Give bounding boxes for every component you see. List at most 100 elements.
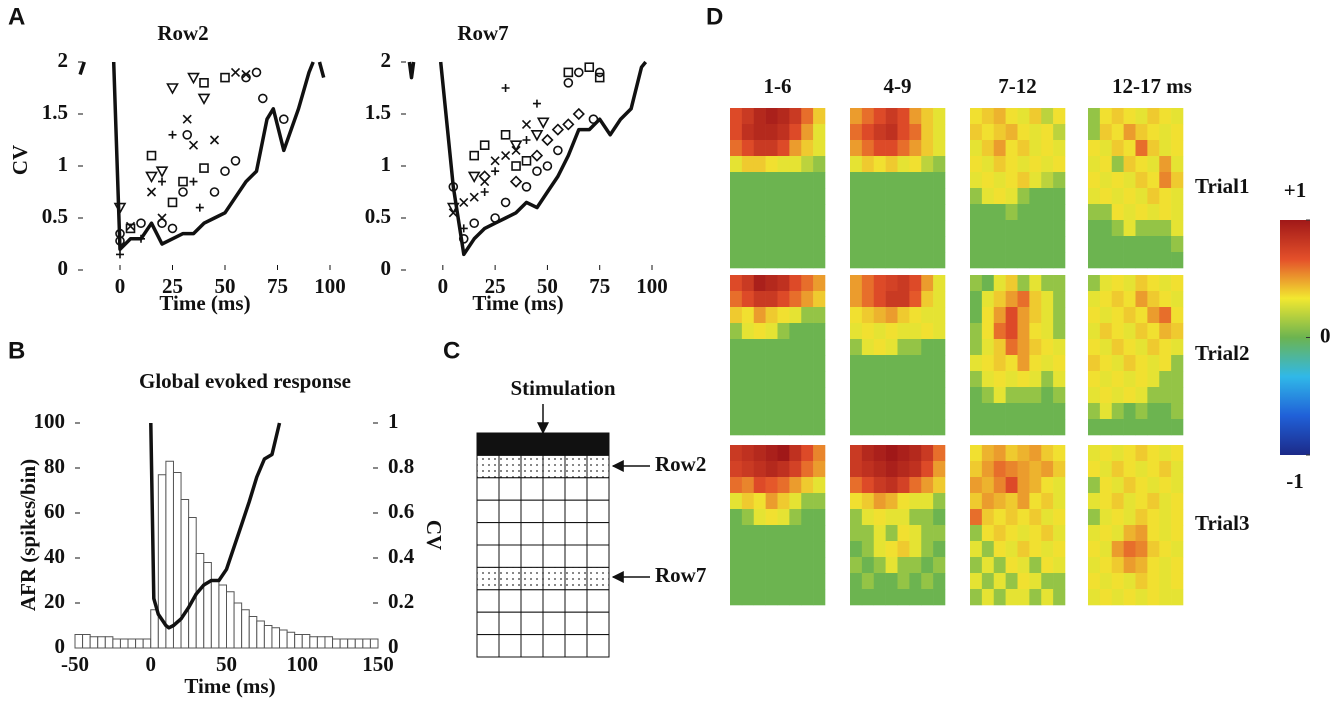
heatmap-cell	[1099, 323, 1113, 340]
heatmap-cell	[753, 236, 766, 253]
heatmap-cell	[1123, 124, 1136, 141]
heatmap-cell	[1099, 307, 1113, 324]
heatmap-cell	[1053, 445, 1066, 462]
row-label: Trial2	[1195, 341, 1249, 365]
heatmap-cell	[921, 140, 934, 157]
heatmap-cell	[1053, 236, 1066, 253]
heatmap-cell	[777, 573, 790, 590]
heatmap-cell	[1099, 541, 1113, 558]
heatmap-cell	[1005, 124, 1018, 141]
heatmap-cell	[933, 387, 946, 404]
heatmap-cell	[1041, 461, 1054, 478]
heatmap-cell	[801, 140, 814, 157]
heatmap-cell	[801, 307, 814, 324]
heatmap-cell	[873, 339, 886, 356]
heatmap-cell	[897, 573, 910, 590]
heatmap-cell	[1005, 461, 1018, 478]
heatmap-cell	[885, 252, 898, 269]
heatmap-cell	[1171, 236, 1184, 253]
heatmap-cell	[909, 573, 922, 590]
electrode	[476, 544, 500, 568]
heatmap-cell	[1088, 493, 1101, 510]
electrode	[542, 566, 566, 591]
bar	[135, 638, 144, 649]
electrode	[542, 611, 566, 636]
electrode	[498, 432, 522, 456]
bar	[286, 631, 296, 649]
marker	[532, 166, 542, 176]
bar	[180, 499, 190, 649]
heatmap-cell	[981, 307, 995, 324]
heatmap-cell	[1005, 172, 1018, 189]
heatmap-cell	[933, 525, 946, 542]
heatmap-cell	[885, 220, 898, 237]
heatmap-cell	[993, 445, 1006, 462]
chart-title: Row2	[157, 21, 208, 45]
heatmap-cell	[1159, 541, 1172, 558]
heatmap-cell	[993, 589, 1006, 606]
heatmap-cell	[741, 188, 755, 205]
colorbar-tick-label: -1	[1286, 469, 1304, 493]
heatmap-cell	[765, 477, 778, 494]
heatmap-cell	[933, 509, 946, 526]
heatmap-cell	[1159, 204, 1172, 221]
bar	[195, 553, 205, 649]
heatmap-cell	[741, 525, 755, 542]
heatmap-cell	[921, 236, 934, 253]
heatmap-cell	[1171, 220, 1184, 237]
electrode-diagram: Stimulation Row2 Row7	[476, 376, 706, 658]
heatmap-cell	[1041, 387, 1054, 404]
heatmap-cell	[909, 419, 922, 436]
heatmap-cell	[885, 541, 898, 558]
heatmap-cell	[1029, 445, 1042, 462]
heatmap-cell	[1135, 589, 1148, 606]
chart-title: Global evoked response	[139, 369, 351, 393]
electrode	[564, 544, 588, 568]
heatmap-cell	[1099, 509, 1113, 526]
heatmap-cell	[1041, 509, 1054, 526]
heatmap-cell	[970, 172, 983, 189]
heatmap-cell	[730, 387, 743, 404]
heatmap-cell	[741, 541, 755, 558]
heatmap-cell	[861, 419, 875, 436]
heatmap-cell	[861, 307, 875, 324]
heatmap-cell	[1135, 387, 1148, 404]
heatmap-cell	[850, 172, 863, 189]
heatmap-cell	[1053, 477, 1066, 494]
heatmap-cell	[1053, 140, 1066, 157]
heatmap-cell	[885, 445, 898, 462]
heatmap-cell	[921, 541, 934, 558]
heatmap-cell	[970, 557, 983, 574]
heatmap-cell	[753, 419, 766, 436]
heatmap-cell	[730, 124, 743, 141]
heatmap-cell	[1159, 140, 1172, 157]
heatmap-cell	[1135, 493, 1148, 510]
heatmap-cell	[861, 252, 875, 269]
panel-label: A	[8, 3, 25, 30]
heatmap-cell	[1111, 188, 1124, 205]
heatmap-cell	[765, 445, 778, 462]
heatmap-cell	[1017, 445, 1030, 462]
heatmap-cell	[801, 339, 814, 356]
heatmap-cell	[1099, 525, 1113, 542]
heatmap-cell	[993, 461, 1006, 478]
marker	[195, 203, 204, 212]
heatmap-cell	[801, 236, 814, 253]
heatmap-cell	[1099, 108, 1113, 125]
y2-tick-label: 0.4	[388, 544, 415, 568]
heatmap-cell	[1135, 323, 1148, 340]
heatmap-cell	[1029, 140, 1042, 157]
marker	[479, 140, 490, 150]
heatmap-cell	[885, 108, 898, 125]
heatmap-cell	[777, 387, 790, 404]
bar	[203, 562, 212, 649]
heatmap-cell	[897, 403, 910, 420]
electrode	[542, 634, 566, 658]
heatmap-cell	[1159, 371, 1172, 388]
heatmap-cell	[813, 108, 826, 125]
heatmap-cell	[1099, 124, 1113, 141]
electrode	[586, 454, 610, 479]
heatmap-cell	[993, 124, 1006, 141]
marker	[168, 130, 177, 139]
marker	[199, 78, 209, 88]
